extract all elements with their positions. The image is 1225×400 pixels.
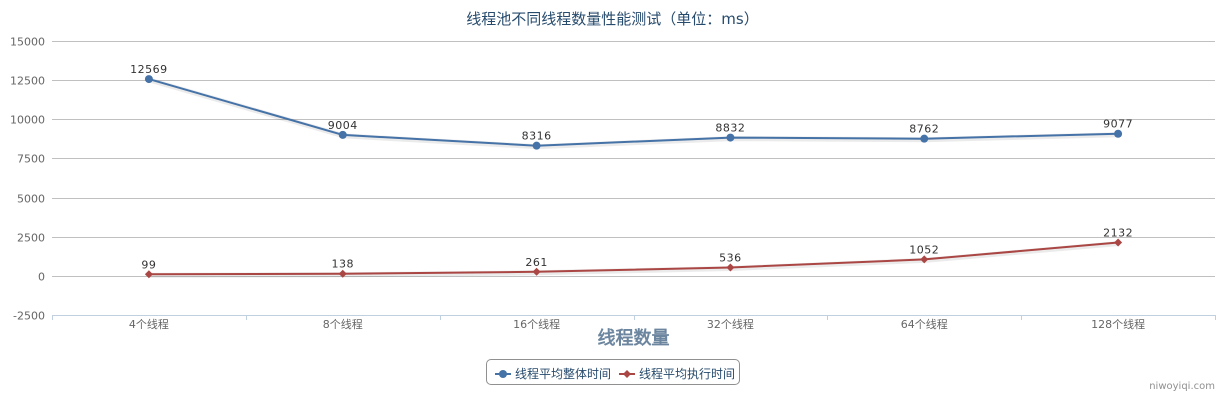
legend-diamond-marker-icon <box>619 368 635 380</box>
x-tick-label: 32个线程 <box>707 317 754 331</box>
series-1-point <box>726 134 734 142</box>
legend: 线程平均整体时间 线程平均执行时间 <box>486 359 740 385</box>
series-1-line <box>149 79 1118 146</box>
series-2-data-label: 1052 <box>909 243 939 256</box>
y-tick-label: 15000 <box>10 36 45 49</box>
series-1-data-label: 12569 <box>130 63 168 76</box>
series-1-data-label: 8762 <box>909 123 939 136</box>
x-tick-label: 4个线程 <box>129 317 169 331</box>
series-2-data-label: 536 <box>719 251 742 264</box>
series-2-data-label: 261 <box>525 256 548 269</box>
x-tick-label: 16个线程 <box>513 317 560 331</box>
series-2-data-label: 2132 <box>1103 226 1133 239</box>
x-axis-title: 线程数量 <box>598 327 670 349</box>
legend-circle-marker-icon <box>495 368 511 380</box>
x-tick-label: 64个线程 <box>901 317 948 331</box>
series-1-data-label: 8316 <box>522 130 552 143</box>
y-tick-label: 12500 <box>10 75 45 88</box>
y-tick-label: 7500 <box>17 153 45 166</box>
legend-item-series-1[interactable]: 线程平均整体时间 <box>495 365 611 382</box>
series-1-point <box>339 131 347 139</box>
y-tick-label: 2500 <box>17 232 45 245</box>
series-1-data-label: 9004 <box>328 119 358 132</box>
series-1-point <box>1114 130 1122 138</box>
credit-link[interactable]: niwoyiqi.com <box>1149 381 1215 392</box>
series-1-data-label: 8832 <box>715 122 745 135</box>
series-2-data-label: 138 <box>332 258 355 271</box>
y-tick-label: -2500 <box>13 310 45 323</box>
x-tick-label: 128个线程 <box>1091 317 1145 331</box>
legend-label-series-2: 线程平均执行时间 <box>639 365 735 382</box>
series-1-point <box>533 142 541 150</box>
legend-label-series-1: 线程平均整体时间 <box>515 365 611 382</box>
series-1-point <box>145 75 153 83</box>
y-tick-label: 10000 <box>10 114 45 127</box>
series-1-point <box>920 135 928 143</box>
y-tick-label: 0 <box>38 271 45 284</box>
series-2-data-label: 99 <box>141 258 156 271</box>
y-tick-label: 5000 <box>17 193 45 206</box>
series-1-data-label: 9077 <box>1103 118 1133 131</box>
legend-item-series-2[interactable]: 线程平均执行时间 <box>619 365 735 382</box>
x-tick-label: 8个线程 <box>323 317 363 331</box>
